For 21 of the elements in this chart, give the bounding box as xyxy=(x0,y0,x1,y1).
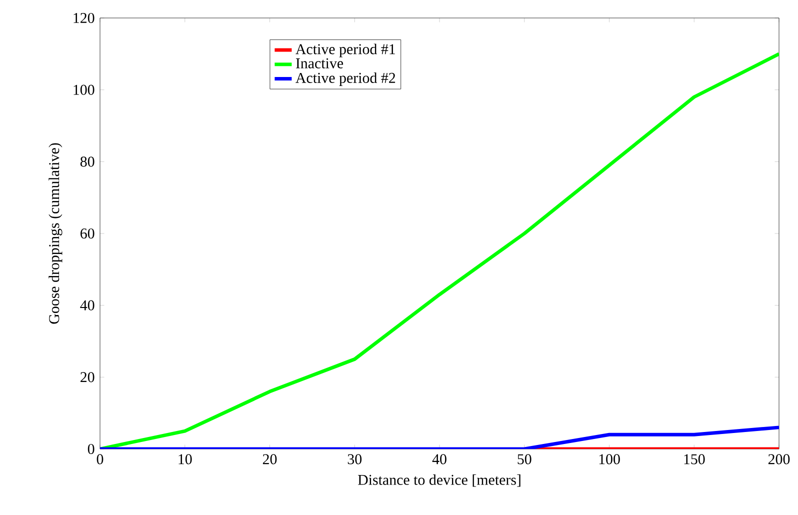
y-tick-label: 100 xyxy=(74,84,94,95)
legend-label: Active period #2 xyxy=(296,72,396,86)
y-axis-title: Goose droppings (cumulative) xyxy=(48,143,62,324)
y-tick-label: 0 xyxy=(88,444,94,454)
x-tick-label: 10 xyxy=(178,454,192,464)
x-tick-label: 150 xyxy=(684,454,705,464)
y-tick-label: 40 xyxy=(80,300,94,310)
y-tick-label: 120 xyxy=(74,12,94,24)
x-tick-label: 0 xyxy=(96,454,104,464)
legend-label: Inactive xyxy=(296,58,344,68)
x-tick-label: 40 xyxy=(432,454,446,464)
y-tick-label: 20 xyxy=(80,372,94,382)
x-axis-title: Distance to device [meters] xyxy=(358,474,520,487)
x-tick-label: 50 xyxy=(518,454,532,464)
x-tick-label: 20 xyxy=(262,454,277,464)
legend-label: Active period #1 xyxy=(296,44,395,58)
x-tick-label: 200 xyxy=(768,454,790,464)
y-tick-label: 60 xyxy=(80,228,94,239)
y-tick-label: 80 xyxy=(80,156,94,167)
x-tick-label: 100 xyxy=(599,454,620,464)
x-tick-label: 30 xyxy=(348,454,362,464)
